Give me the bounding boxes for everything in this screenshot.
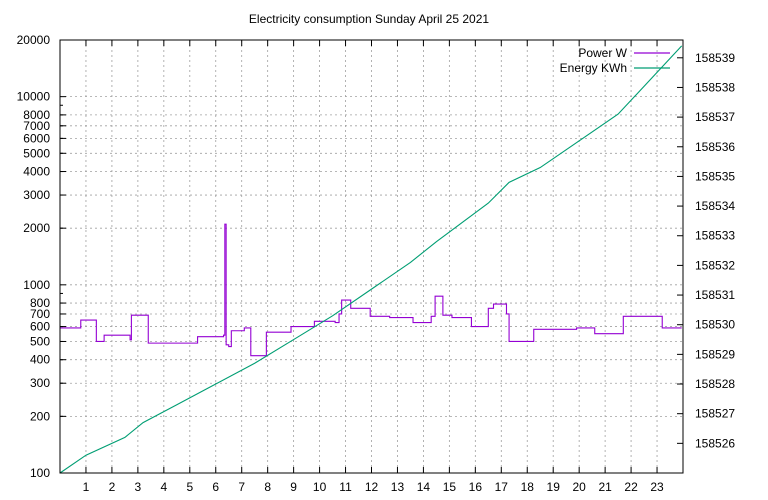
y-tick-label: 800 bbox=[30, 296, 50, 310]
y-tick-label: 8000 bbox=[23, 108, 50, 122]
y2-tick-label: 158535 bbox=[695, 169, 735, 183]
y-tick-label: 100 bbox=[30, 466, 50, 480]
x-tick-label: 19 bbox=[547, 480, 561, 494]
y-tick-label: 3000 bbox=[23, 188, 50, 202]
y2-tick-label: 158526 bbox=[695, 436, 735, 450]
x-tick-label: 20 bbox=[572, 480, 586, 494]
y2-tick-label: 158527 bbox=[695, 407, 735, 421]
y-tick-label: 20000 bbox=[17, 33, 51, 47]
y2-tick-label: 158531 bbox=[695, 288, 735, 302]
x-tick-label: 8 bbox=[264, 480, 271, 494]
x-tick-label: 4 bbox=[160, 480, 167, 494]
y2-tick-label: 158532 bbox=[695, 258, 735, 272]
x-tick-label: 22 bbox=[624, 480, 638, 494]
x-tick-label: 21 bbox=[598, 480, 612, 494]
x-tick-label: 6 bbox=[212, 480, 219, 494]
y2-tick-label: 158536 bbox=[695, 140, 735, 154]
x-tick-label: 12 bbox=[365, 480, 379, 494]
y-tick-label: 600 bbox=[30, 320, 50, 334]
series-line-power bbox=[60, 223, 682, 357]
y2-tick-label: 158530 bbox=[695, 318, 735, 332]
y2-tick-label: 158528 bbox=[695, 377, 735, 391]
y-tick-label: 7000 bbox=[23, 119, 50, 133]
y-tick-label: 6000 bbox=[23, 131, 50, 145]
grid bbox=[60, 40, 683, 473]
x-tick-label: 11 bbox=[339, 480, 352, 494]
series-line-energy bbox=[59, 45, 683, 474]
y2-tick-label: 158538 bbox=[695, 80, 735, 94]
x-tick-label: 18 bbox=[521, 480, 535, 494]
y2-tick-label: 158529 bbox=[695, 347, 735, 361]
x-tick-label: 16 bbox=[469, 480, 483, 494]
y-tick-label: 700 bbox=[30, 307, 50, 321]
x-tick-label: 7 bbox=[238, 480, 245, 494]
x-tick-label: 10 bbox=[313, 480, 327, 494]
axes: 1 2 3 4 5 6 7 8 9 10 11 12 13 14 15 16 17 18 19 20 21 22 23100… bbox=[17, 33, 736, 494]
y-tick-label: 2000 bbox=[23, 221, 50, 235]
x-tick-label: 3 bbox=[135, 480, 142, 494]
legend-label: Power W bbox=[578, 46, 627, 60]
x-tick-label: 15 bbox=[443, 480, 457, 494]
x-tick-label: 13 bbox=[391, 480, 405, 494]
y-tick-label: 4000 bbox=[23, 165, 50, 179]
y-tick-label: 1000 bbox=[23, 278, 50, 292]
x-tick-label: 1 bbox=[83, 480, 90, 494]
y2-tick-label: 158533 bbox=[695, 229, 735, 243]
x-tick-label: 17 bbox=[495, 480, 509, 494]
y2-tick-label: 158537 bbox=[695, 110, 735, 124]
y-tick-label: 400 bbox=[30, 353, 50, 367]
series-group bbox=[59, 45, 683, 474]
legend-label: Energy KWh bbox=[560, 61, 627, 75]
y2-tick-label: 158539 bbox=[695, 51, 735, 65]
chart-title: Electricity consumption Sunday April 25 … bbox=[249, 12, 489, 26]
y-tick-label: 5000 bbox=[23, 146, 50, 160]
y-tick-label: 500 bbox=[30, 334, 50, 348]
y2-tick-label: 158534 bbox=[695, 199, 735, 213]
x-tick-label: 2 bbox=[109, 480, 116, 494]
x-tick-label: 9 bbox=[290, 480, 297, 494]
y-tick-label: 200 bbox=[30, 409, 50, 423]
y-tick-label: 10000 bbox=[17, 90, 51, 104]
x-tick-label: 14 bbox=[417, 480, 431, 494]
y-tick-label: 300 bbox=[30, 376, 50, 390]
x-tick-label: 23 bbox=[650, 480, 664, 494]
x-tick-label: 5 bbox=[186, 480, 193, 494]
